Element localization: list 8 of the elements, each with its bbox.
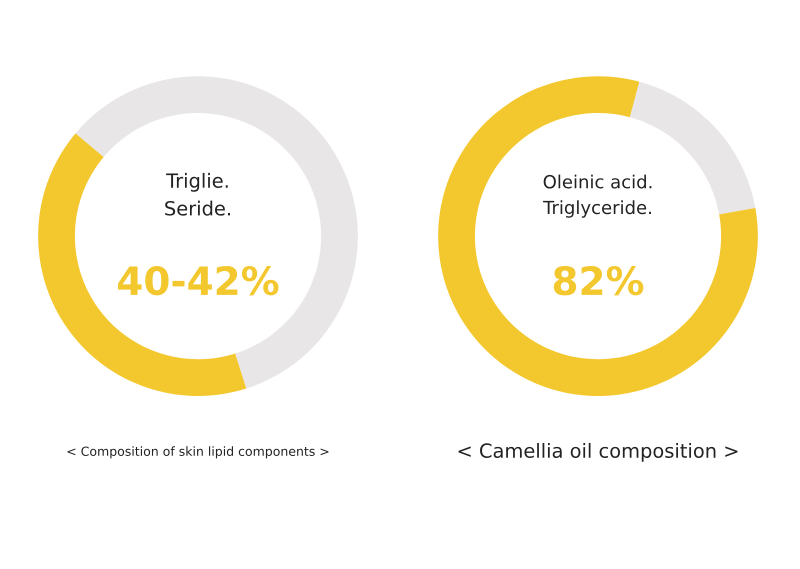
text: < Camellia oil composition > — [458, 442, 738, 462]
text: 82% — [554, 266, 644, 296]
text: Oleinic acid. Triglyceride. — [543, 174, 652, 218]
donut-slice — [76, 76, 358, 389]
text: 40-42% — [118, 266, 278, 296]
text: < Composition of skin lipid components > — [68, 446, 328, 458]
donut-slice — [438, 76, 758, 396]
text: Triglie. Seride. — [165, 172, 230, 216]
